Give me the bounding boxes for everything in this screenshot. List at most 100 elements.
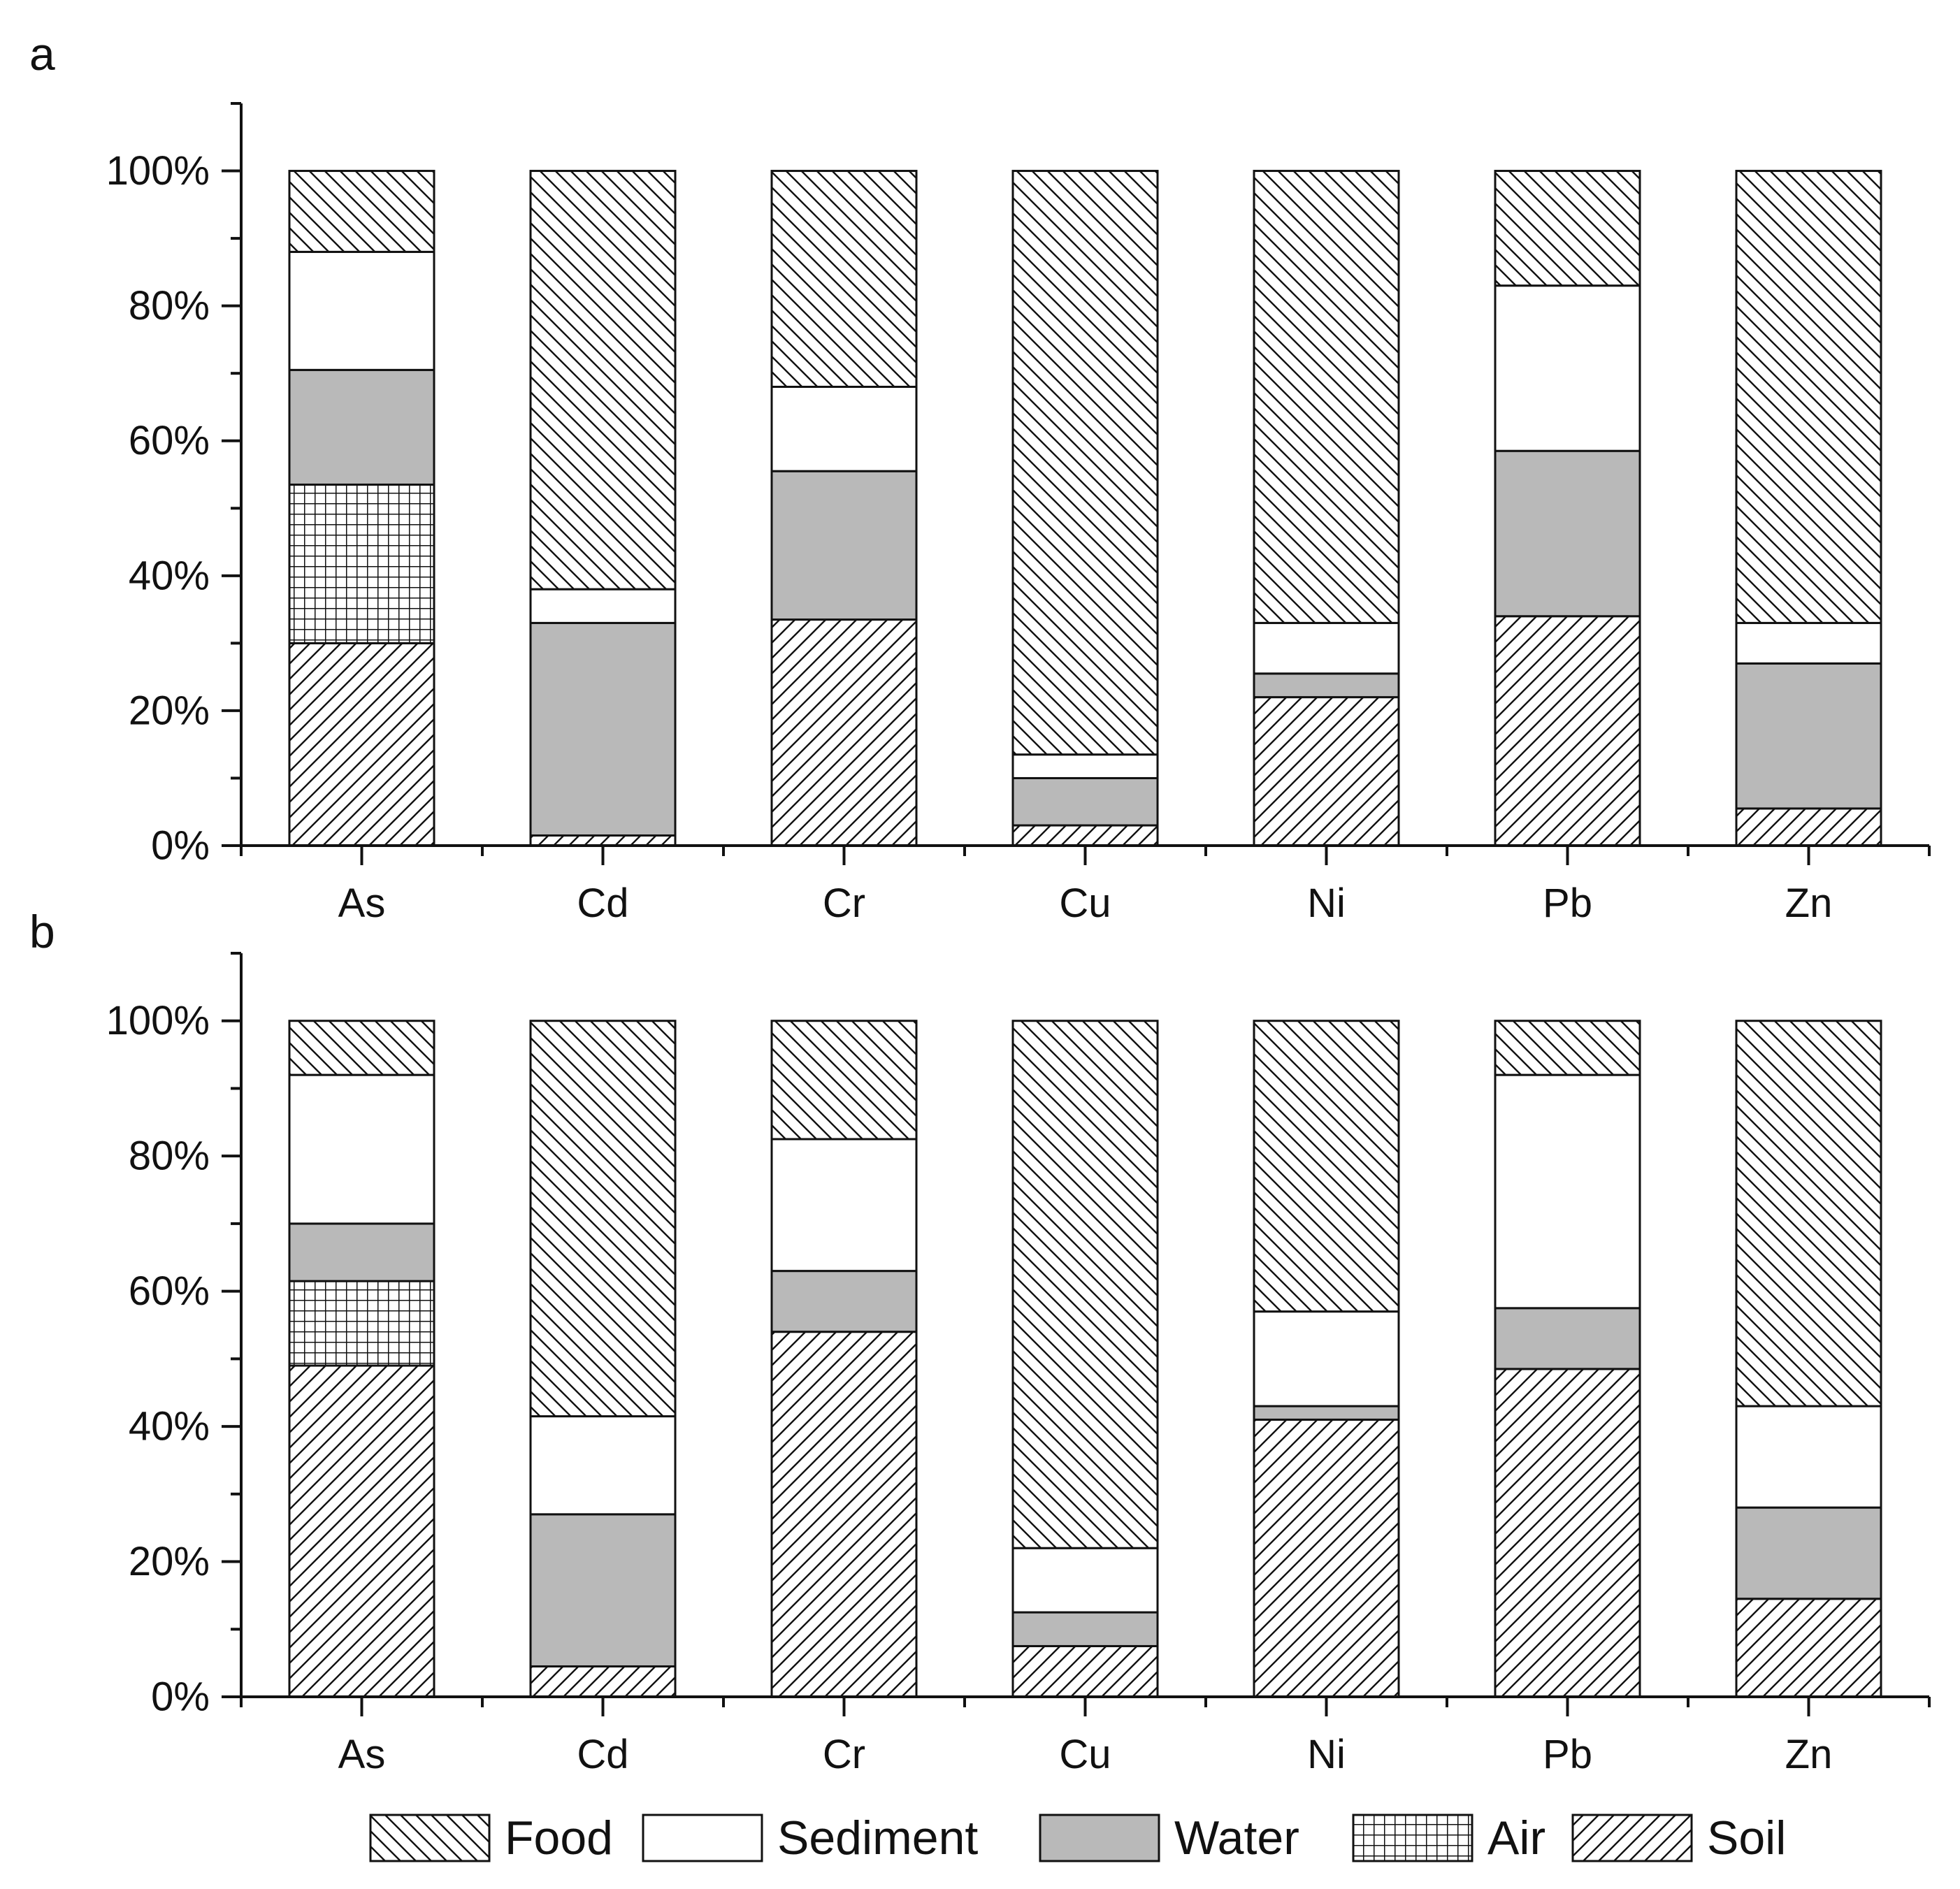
bar-segment-food-cr <box>770 170 918 389</box>
bar-segment-soil-as <box>288 642 435 847</box>
y-tick-label: 80% <box>129 1134 210 1179</box>
bar-segment-soil-pb <box>1494 1368 1641 1698</box>
bar-segment-air-as <box>288 1280 435 1367</box>
legend-label-sediment: Sediment <box>777 1811 978 1865</box>
bar-segment-sediment-ni <box>1253 621 1400 675</box>
bar-segment-sediment-cr <box>770 385 918 472</box>
legend: Food Sediment Water Air Soil <box>369 1811 1786 1865</box>
bar-segment-food-as <box>288 1020 435 1076</box>
panel-a: a 0% 20% 40% 60% 80% 100% As Cd Cr Cu Ni Pb Zn <box>29 28 1931 926</box>
y-tick-label: 40% <box>129 1404 210 1449</box>
legend-swatch-air <box>1352 1814 1473 1862</box>
bar-segment-water-as <box>288 1222 435 1282</box>
y-tick-label: 20% <box>129 688 210 733</box>
bar-segment-sediment-cu <box>1011 1547 1159 1614</box>
y-tick-label: 20% <box>129 1539 210 1584</box>
bar-segment-sediment-zn <box>1735 621 1882 665</box>
bar-segment-sediment-pb <box>1494 1073 1641 1310</box>
bar-segment-water-zn <box>1735 662 1882 810</box>
bar-segment-water-zn <box>1735 1506 1882 1600</box>
bar-segment-food-ni <box>1253 1020 1400 1313</box>
bar-segment-sediment-zn <box>1735 1405 1882 1509</box>
x-tick-label-cu: Cu <box>1059 1732 1111 1777</box>
bar-segment-air-as <box>288 483 435 644</box>
x-tick-label-zn: Zn <box>1785 881 1833 926</box>
x-tick-label-ni: Ni <box>1307 881 1346 926</box>
x-tick-label-cu: Cu <box>1059 881 1111 926</box>
bar-segment-sediment-cd <box>529 1415 677 1516</box>
bar-segment-soil-zn <box>1735 1598 1882 1698</box>
legend-swatch-soil <box>1571 1814 1693 1862</box>
bar-segment-sediment-cu <box>1011 753 1159 779</box>
x-tick-label-pb: Pb <box>1543 881 1592 926</box>
bar-segment-soil-as <box>288 1364 435 1698</box>
y-tick-label: 0% <box>151 1674 210 1720</box>
x-tick-label-pb: Pb <box>1543 1732 1592 1777</box>
bar-segment-soil-cr <box>770 618 918 847</box>
bar-segment-soil-ni <box>1253 696 1400 847</box>
panel-a-axes: 0% 20% 40% 60% 80% 100% As Cd Cr Cu Ni Pb Zn <box>106 102 1931 926</box>
panel-label-a: a <box>29 28 55 80</box>
bar-segment-food-as <box>288 170 435 253</box>
bar-segment-soil-cd <box>529 834 677 847</box>
bar-segment-sediment-cr <box>770 1138 918 1273</box>
x-tick-label-cr: Cr <box>823 881 865 926</box>
bar-segment-soil-ni <box>1253 1418 1400 1698</box>
bar-segment-water-cu <box>1011 1611 1159 1647</box>
bar-segment-sediment-pb <box>1494 284 1641 452</box>
bar-segment-water-ni <box>1253 1405 1400 1421</box>
bar-segment-food-cd <box>529 1020 677 1418</box>
bar-segment-water-cd <box>529 1513 677 1667</box>
legend-swatch-sediment <box>642 1814 763 1862</box>
bar-segment-soil-cu <box>1011 824 1159 847</box>
x-tick-label-as: As <box>338 1732 386 1777</box>
bar-segment-food-cd <box>529 170 677 591</box>
legend-swatch-water <box>1039 1814 1160 1862</box>
bar-segment-food-cr <box>770 1020 918 1141</box>
legend-label-soil: Soil <box>1707 1811 1786 1865</box>
panel-b-bars <box>288 1020 1882 1698</box>
bar-segment-food-pb <box>1494 170 1641 287</box>
bar-segment-water-cr <box>770 1270 918 1333</box>
y-tick-label: 60% <box>129 1268 210 1314</box>
bar-segment-food-cu <box>1011 1020 1159 1549</box>
x-tick-label-zn: Zn <box>1785 1732 1833 1777</box>
bar-segment-water-as <box>288 368 435 486</box>
panel-label-b: b <box>29 906 55 957</box>
bar-segment-water-cd <box>529 621 677 837</box>
bar-segment-water-pb <box>1494 449 1641 618</box>
bar-segment-food-ni <box>1253 170 1400 624</box>
y-tick-label: 80% <box>129 283 210 328</box>
bar-segment-water-ni <box>1253 672 1400 699</box>
bar-segment-soil-cd <box>529 1665 677 1698</box>
bar-segment-sediment-as <box>288 250 435 371</box>
panel-b: b 0% 20% 40% 60% 80% 100% As Cd Cr Cu Ni Pb Zn <box>29 906 1931 1777</box>
legend-label-air: Air <box>1487 1811 1545 1865</box>
y-tick-label: 40% <box>129 553 210 598</box>
bar-segment-water-pb <box>1494 1307 1641 1370</box>
x-tick-label-cd: Cd <box>577 881 628 926</box>
legend-label-food: Food <box>505 1811 613 1865</box>
y-tick-label: 0% <box>151 823 210 869</box>
bar-segment-water-cu <box>1011 776 1159 827</box>
bar-segment-soil-cr <box>770 1331 918 1698</box>
bar-segment-sediment-ni <box>1253 1310 1400 1407</box>
y-tick-label: 100% <box>106 998 210 1043</box>
bar-segment-food-zn <box>1735 1020 1882 1407</box>
bar-segment-food-cu <box>1011 170 1159 756</box>
panel-b-axes: 0% 20% 40% 60% 80% 100% As Cd Cr Cu Ni Pb Zn <box>106 952 1931 1777</box>
bar-segment-soil-cu <box>1011 1644 1159 1698</box>
y-tick-label: 60% <box>129 418 210 463</box>
y-tick-label: 100% <box>106 148 210 194</box>
bar-segment-food-pb <box>1494 1020 1641 1076</box>
bar-segment-soil-zn <box>1735 807 1882 847</box>
bar-segment-water-cr <box>770 470 918 621</box>
x-tick-label-ni: Ni <box>1307 1732 1346 1777</box>
bar-segment-soil-pb <box>1494 615 1641 847</box>
panel-a-bars <box>288 170 1882 847</box>
legend-label-water: Water <box>1174 1811 1299 1865</box>
x-tick-label-cr: Cr <box>823 1732 865 1777</box>
bar-segment-food-zn <box>1735 170 1882 624</box>
legend-swatch-food <box>369 1814 491 1862</box>
